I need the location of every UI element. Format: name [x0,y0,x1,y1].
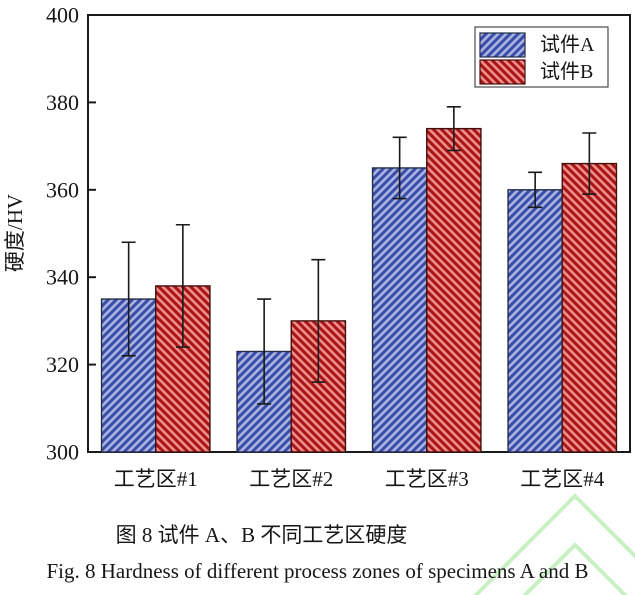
x-category-label: 工艺区#1 [114,467,198,491]
y-tick-label: 360 [46,177,79,202]
legend: 试件A 试件B [474,26,609,88]
error-bar [311,258,326,383]
error-bar [392,136,407,200]
legend-label-1: 试件A [540,33,595,56]
x-category-label: 工艺区#4 [520,467,604,491]
legend-label-2: 试件B [540,60,593,83]
watermark [473,493,635,595]
y-tick-label: 340 [46,265,79,290]
y-tick-label: 320 [46,352,79,377]
bar-series-2-group-2 [290,320,347,453]
error-bar [175,223,190,348]
error-bar [446,105,461,152]
legend-swatch-1 [479,32,526,58]
y-tick-label: 400 [46,3,79,28]
error-bar [121,241,136,357]
legend-swatch-2 [479,59,526,85]
y-tick-label: 380 [46,90,79,115]
x-category-label: 工艺区#3 [385,467,469,491]
bar-series-2-group-4 [561,162,618,453]
error-bar [257,298,272,405]
bar-series-2-group-3 [426,127,482,453]
figure-caption-english: Fig. 8 Hardness of different process zon… [46,559,589,583]
watermark-chevron [522,542,628,595]
watermark-chevron [473,493,635,595]
error-bar [528,171,543,209]
y-tick-label: 300 [46,440,79,465]
y-axis-title: 硬度/HV [3,194,27,272]
x-category-label: 工艺区#2 [249,467,333,491]
bar-series-1-group-4 [507,189,563,453]
error-bar [582,132,597,195]
bar-series-1-group-3 [371,167,428,453]
figure-caption-chinese: 图 8 试件 A、B 不同工艺区硬度 [115,523,408,547]
